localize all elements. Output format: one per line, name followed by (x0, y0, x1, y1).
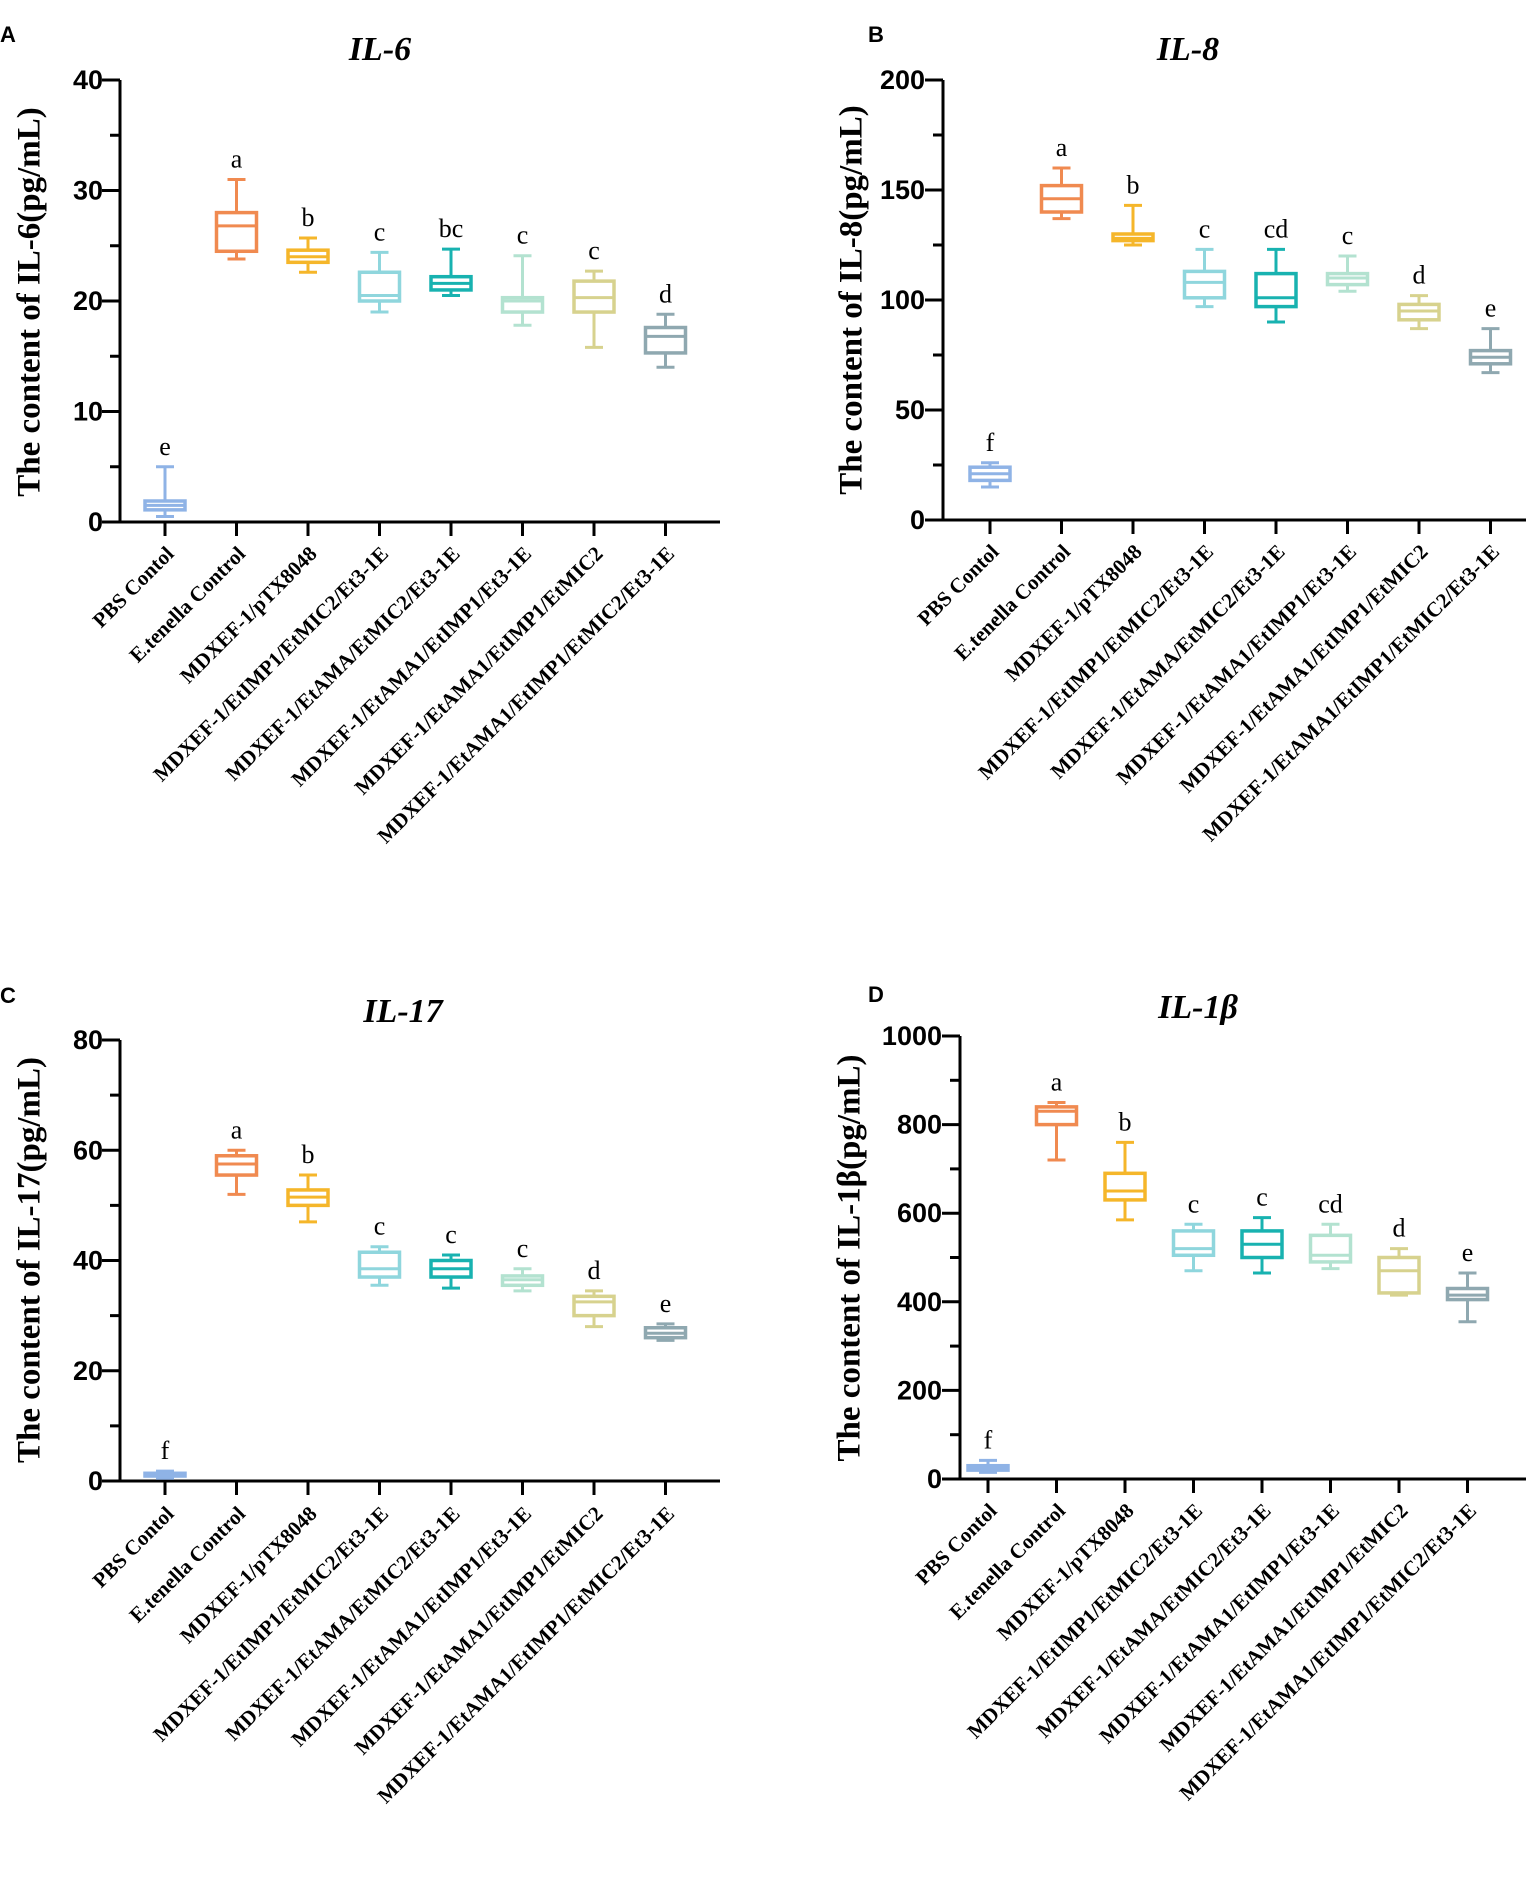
y-tick-label: 800 (897, 1110, 942, 1140)
chart-title: IL-6 (348, 31, 411, 68)
y-tick-label: 1000 (882, 1021, 942, 1051)
significance-letter: b (302, 203, 315, 232)
significance-letter: e (159, 432, 171, 461)
significance-letter: d (1393, 1214, 1406, 1243)
significance-letter: e (1485, 294, 1497, 323)
y-tick-label: 50 (895, 395, 925, 425)
chart-title: IL-8 (1156, 31, 1219, 68)
significance-letter: c (445, 1220, 457, 1249)
significance-letter: a (231, 1115, 243, 1144)
significance-letter: e (1462, 1238, 1474, 1267)
box-iqr (1254, 271, 1298, 309)
significance-letter: b (1127, 170, 1140, 199)
significance-letter: a (231, 144, 243, 173)
y-tick-label: 30 (73, 176, 103, 206)
significance-letter: c (1256, 1183, 1268, 1212)
chart-title: IL-17 (362, 993, 444, 1030)
category-label: MDXEF-1/EtAMA1/EtIMP1/EtMIC2 (1155, 1499, 1413, 1757)
panel-letter: B (868, 22, 884, 47)
significance-letter: f (986, 428, 995, 457)
significance-letter: b (302, 1140, 315, 1169)
box-iqr (214, 210, 259, 254)
category-label: MDXEF-1/EtAMA1/EtIMP1/Et3-1E (1094, 1499, 1344, 1749)
box-iqr (1182, 269, 1227, 300)
y-axis-label: The content of IL-8(pg/mL) (834, 105, 870, 495)
category-label: MDXEF-1/EtAMA1/EtIMP1/EtMIC2 (1175, 540, 1433, 798)
significance-letter: c (374, 1212, 386, 1241)
significance-letter: c (1188, 1189, 1200, 1218)
y-tick-label: 150 (880, 175, 925, 205)
category-label: E.tenella Control (944, 1498, 1070, 1624)
box-iqr (1103, 1171, 1147, 1202)
y-tick-label: 60 (73, 1135, 103, 1165)
y-tick-label: 100 (880, 285, 925, 315)
significance-letter: a (1051, 1067, 1063, 1096)
y-tick-label: 400 (897, 1287, 942, 1317)
significance-letter: c (374, 217, 386, 246)
box-iqr (572, 1294, 616, 1318)
significance-letter: d (659, 279, 672, 308)
significance-letter: c (588, 236, 600, 265)
y-tick-label: 200 (880, 65, 925, 95)
significance-letter: e (660, 1289, 672, 1318)
significance-letter: c (1342, 221, 1354, 250)
category-label: MDXEF-1/EtAMA1/EtIMP1/EtMIC2 (350, 1502, 608, 1760)
significance-letter: b (1119, 1107, 1132, 1136)
box-iqr (1034, 1105, 1079, 1127)
significance-letter: d (588, 1256, 601, 1285)
category-label: MDXEF-1/pTX8048 (175, 1502, 321, 1648)
y-tick-label: 0 (88, 507, 103, 537)
significance-letter: f (161, 1436, 170, 1465)
y-tick-label: 200 (897, 1375, 942, 1405)
y-axis-label: The content of IL-1β(pg/mL) (832, 1055, 868, 1462)
chart-title: IL-1β (1157, 989, 1238, 1026)
y-tick-label: 20 (73, 286, 103, 316)
significance-letter: cd (1264, 214, 1289, 243)
significance-letter: a (1056, 133, 1068, 162)
y-tick-label: 40 (73, 65, 103, 95)
significance-letter: f (984, 1425, 993, 1454)
significance-letter: d (1413, 261, 1426, 290)
panel-letter: D (868, 982, 884, 1007)
box-iqr (643, 325, 688, 355)
significance-letter: c (517, 1234, 529, 1263)
y-axis-label: The content of IL-6(pg/mL) (12, 107, 48, 497)
significance-letter: c (517, 221, 529, 250)
y-tick-label: 10 (73, 397, 103, 427)
box-iqr (357, 1250, 402, 1279)
category-label: MDXEF-1/pTX8048 (175, 542, 321, 688)
y-tick-label: 40 (73, 1246, 103, 1276)
significance-letter: cd (1318, 1189, 1343, 1218)
panel-letter: A (0, 22, 16, 47)
y-tick-label: 80 (73, 1025, 103, 1055)
y-tick-label: 0 (88, 1466, 103, 1496)
category-label: MDXEF-1/pTX8048 (1000, 540, 1146, 686)
significance-letter: bc (439, 214, 464, 243)
box-iqr (1171, 1229, 1216, 1258)
box-iqr (1308, 1233, 1353, 1264)
category-label: MDXEF-1/EtAMA1/EtIMP1/EtMIC2 (350, 542, 608, 800)
panel-letter: C (0, 983, 16, 1008)
y-axis-label: The content of IL-17(pg/mL) (12, 1057, 48, 1463)
significance-letter: c (1199, 214, 1211, 243)
y-tick-label: 0 (910, 505, 925, 535)
y-tick-label: 0 (927, 1464, 942, 1494)
y-tick-label: 20 (73, 1356, 103, 1386)
box-iqr (1377, 1255, 1421, 1295)
y-tick-label: 600 (897, 1198, 942, 1228)
